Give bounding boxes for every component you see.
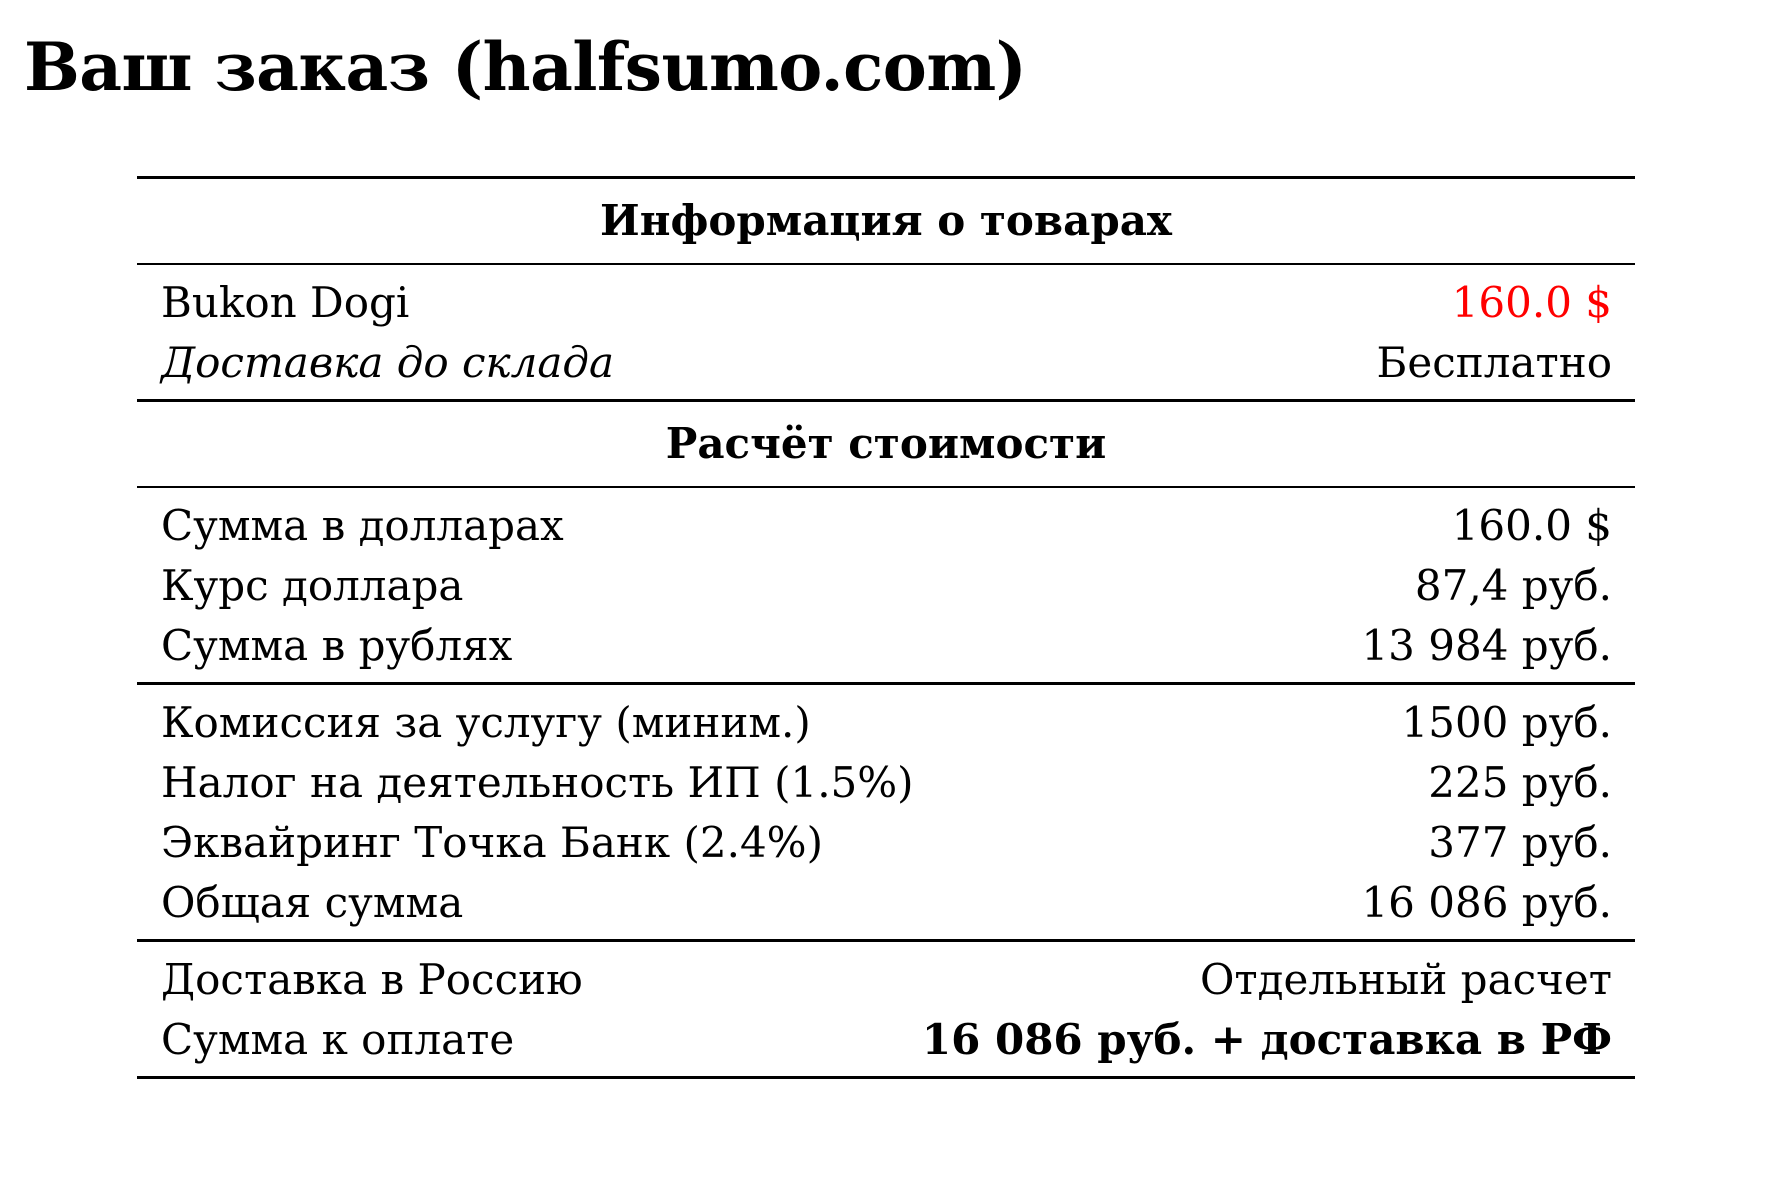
table-row: Сумма в рублях 13 984 руб. bbox=[137, 616, 1635, 676]
row-value: 377 руб. bbox=[1428, 818, 1612, 867]
row-label: Сумма к оплате bbox=[161, 1015, 515, 1064]
products-header: Информация о товарах bbox=[600, 196, 1172, 245]
row-label: Сумма в рублях bbox=[161, 621, 513, 670]
row-value: 160.0 $ bbox=[1451, 501, 1612, 550]
order-table: Информация о товарах Bukon Dogi 160.0 $ … bbox=[137, 176, 1635, 1079]
table-row: Доставка до склада Бесплатно bbox=[137, 333, 1635, 393]
divider bbox=[137, 939, 1635, 942]
row-value: 16 086 руб. bbox=[1361, 878, 1612, 927]
product-name: Bukon Dogi bbox=[161, 278, 410, 327]
row-label: Доставка в Россию bbox=[161, 955, 583, 1004]
row-value: 87,4 руб. bbox=[1414, 561, 1612, 610]
page-title: Ваш заказ (halfsumo.com) bbox=[24, 28, 1027, 106]
product-price: 160.0 $ bbox=[1451, 278, 1612, 327]
row-label: Общая сумма bbox=[161, 878, 464, 927]
row-value: 225 руб. bbox=[1428, 758, 1612, 807]
table-row: Курс доллара 87,4 руб. bbox=[137, 556, 1635, 616]
warehouse-delivery-value: Бесплатно bbox=[1376, 338, 1612, 387]
calc-header: Расчёт стоимости bbox=[665, 419, 1107, 468]
row-value: 1500 руб. bbox=[1401, 698, 1612, 747]
divider bbox=[137, 399, 1635, 402]
row-label: Эквайринг Точка Банк (2.4%) bbox=[161, 818, 823, 867]
table-row: Доставка в Россию Отдельный расчет bbox=[137, 950, 1635, 1010]
divider bbox=[137, 263, 1635, 265]
table-row: Сумма к оплате 16 086 руб. + доставка в Р… bbox=[137, 1010, 1635, 1070]
row-value: Отдельный расчет bbox=[1199, 955, 1612, 1004]
divider bbox=[137, 682, 1635, 685]
table-row: Bukon Dogi 160.0 $ bbox=[137, 273, 1635, 333]
warehouse-delivery-label: Доставка до склада bbox=[161, 338, 615, 387]
row-label: Сумма в долларах bbox=[161, 501, 564, 550]
divider bbox=[137, 1076, 1635, 1079]
table-row: Общая сумма 16 086 руб. bbox=[137, 873, 1635, 933]
total-due: 16 086 руб. + доставка в РФ bbox=[921, 1015, 1612, 1064]
divider bbox=[137, 486, 1635, 488]
divider bbox=[137, 176, 1635, 179]
row-label: Курс доллара bbox=[161, 561, 464, 610]
table-row: Комиссия за услугу (миним.) 1500 руб. bbox=[137, 693, 1635, 753]
row-label: Налог на деятельность ИП (1.5%) bbox=[161, 758, 914, 807]
row-label: Комиссия за услугу (миним.) bbox=[161, 698, 811, 747]
row-value: 13 984 руб. bbox=[1361, 621, 1612, 670]
table-row: Налог на деятельность ИП (1.5%) 225 руб. bbox=[137, 753, 1635, 813]
table-row: Сумма в долларах 160.0 $ bbox=[137, 496, 1635, 556]
table-row: Эквайринг Точка Банк (2.4%) 377 руб. bbox=[137, 813, 1635, 873]
